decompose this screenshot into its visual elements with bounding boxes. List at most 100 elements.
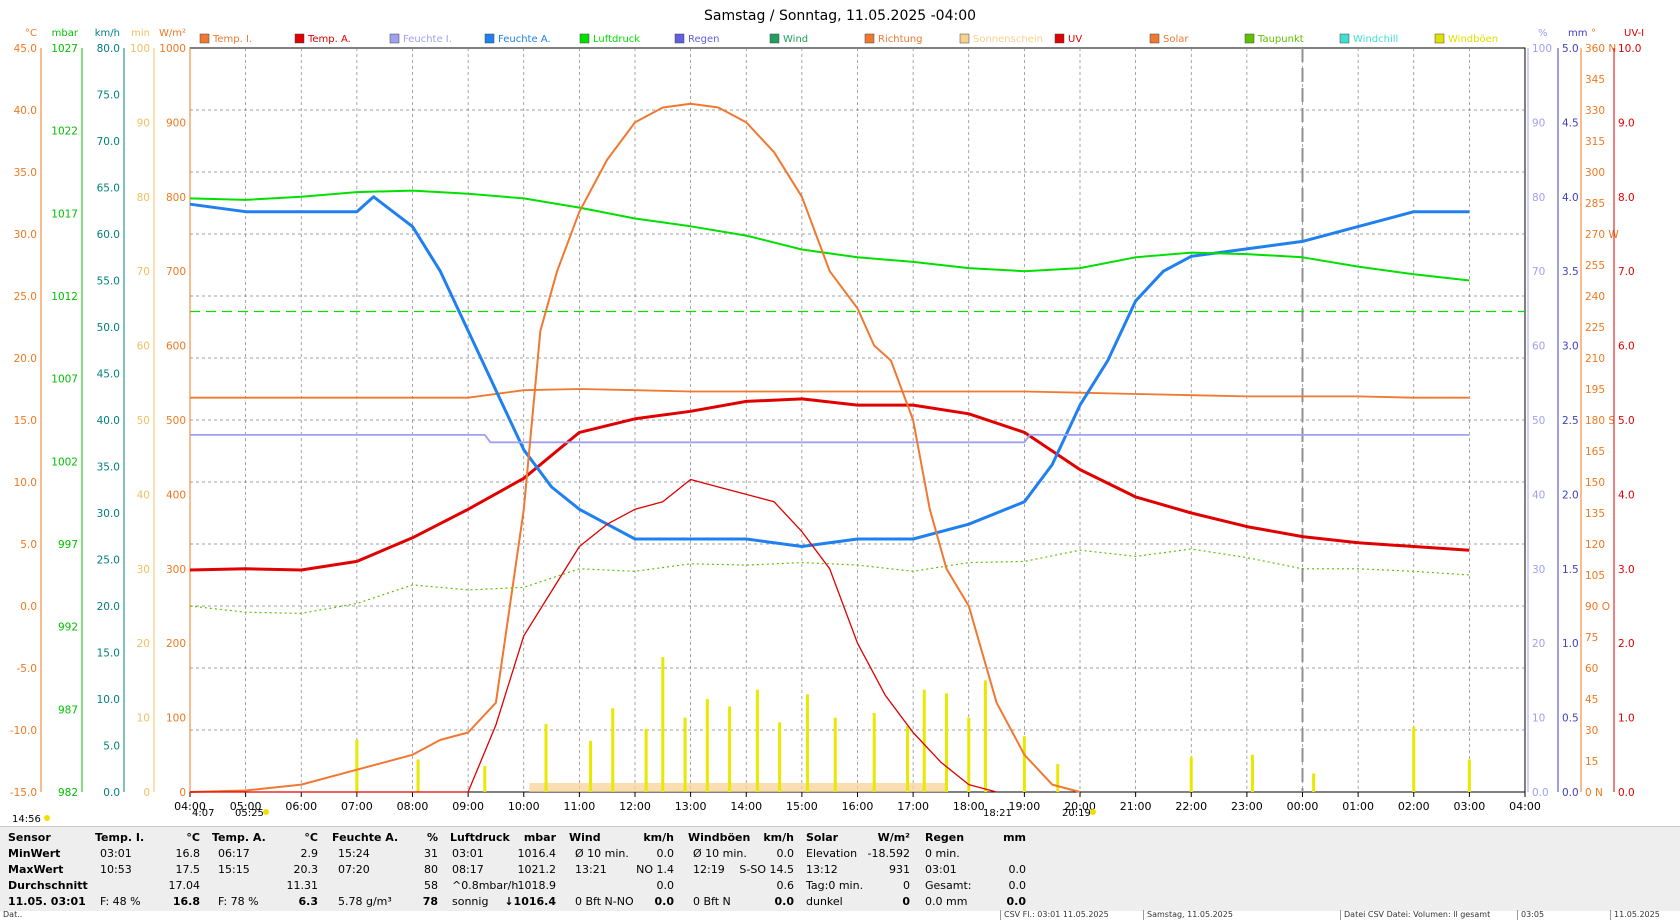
stat-cell: Gesamt: [925, 879, 972, 892]
axis-tick-label: 45.0 [97, 369, 120, 381]
stat-header: Feuchte A. [332, 831, 399, 844]
axis-unit: % [1538, 28, 1548, 39]
stat-cell: F: 78 % [218, 895, 259, 908]
stat-cell: S-SO 14.5 [739, 863, 794, 876]
series-layer [189, 102, 1471, 793]
x-tick-label: 20:00 [1064, 800, 1096, 813]
stat-cell: 10:53 [100, 863, 132, 876]
axis-tick-label: 315 [1585, 136, 1605, 148]
axis-tick-label: 70 [137, 266, 150, 278]
axis-tick-label: 5.0 [20, 539, 37, 551]
axis-tick-label: 10.0 [97, 694, 120, 706]
axis-tick-label: 3.5 [1562, 266, 1579, 278]
legend-label: Richtung [878, 34, 923, 45]
x-tick-label: 07:00 [341, 800, 373, 813]
axis-tick-label: 982 [58, 787, 78, 799]
stat-cell: ↓1016.4 [504, 895, 556, 908]
axis-tick-label: 1.0 [1618, 713, 1635, 725]
stat-cell: 0.0 [656, 879, 675, 892]
axis-tick-label: 210 [1585, 353, 1605, 365]
axis-tick-label: 100 [1532, 43, 1552, 55]
stat-cell: -18.592 [867, 847, 910, 860]
axis-tick-label: 80 [1532, 192, 1545, 204]
stat-cell: 20.3 [293, 863, 319, 876]
axis-tick-label: 50 [1532, 415, 1545, 427]
axis-tick-label: 60 [1532, 341, 1545, 353]
series-line [189, 189, 1470, 282]
stat-cell: dunkel [806, 895, 843, 908]
axis-tick-label: 60 [1585, 663, 1598, 675]
axis-tick-label: 30 [1532, 564, 1545, 576]
stat-cell: 07:20 [338, 863, 370, 876]
axis-tick-label: 40.0 [14, 105, 37, 117]
axis-tick-label: 40 [137, 489, 150, 501]
legend-label: Temp. A. [307, 34, 351, 45]
stat-header: Luftdruck [450, 831, 510, 844]
legend-swatch [294, 33, 305, 44]
axis-tick-label: 9.0 [1618, 117, 1635, 129]
stat-row-label: 11.05. 03:01 [8, 895, 86, 908]
stat-cell: 16.8 [172, 895, 200, 908]
axis-tick-label: 80.0 [97, 43, 120, 55]
axis-tick-label: 200 [166, 638, 186, 650]
axis-tick-label: 5.0 [1562, 43, 1579, 55]
axis-tick-label: 10.0 [14, 477, 37, 489]
series-line [190, 434, 1470, 444]
legend-label: Feuchte A. [498, 34, 551, 45]
stat-header: Sensor [8, 831, 51, 844]
stat-cell: 0.0 [1006, 895, 1027, 908]
legend-swatch [864, 33, 875, 44]
stat-cell: 0.0 [1008, 863, 1027, 876]
axis-tick-label: 90 [137, 117, 150, 129]
x-tick-label: 01:00 [1342, 800, 1374, 813]
legend-swatch [1339, 33, 1350, 44]
stat-cell: 0.6 [776, 879, 795, 892]
x-tick-label: 09:00 [452, 800, 484, 813]
stat-cell: 1016.4 [517, 847, 557, 860]
stat-cell: 31 [424, 847, 438, 860]
axis-tick-label: 15.0 [97, 648, 120, 660]
x-tick-label: 00:00 [1287, 800, 1319, 813]
sunset-label: 18:21 [983, 808, 1012, 819]
stat-cell: 6.3 [298, 895, 319, 908]
legend-label: Taupunkt [1257, 34, 1304, 45]
x-tick-label: 22:00 [1175, 800, 1207, 813]
axis-tick-label: 100 [166, 713, 186, 725]
axis-tick-label: 360 N [1585, 43, 1616, 55]
axis-tick-label: -10.0 [10, 725, 37, 737]
axis-tick-label: 900 [166, 117, 186, 129]
axis-tick-label: 150 [1585, 477, 1605, 489]
axis-tick-label: -15.0 [10, 787, 37, 799]
stat-cell: 58 [424, 879, 438, 892]
axis-tick-label: 285 [1585, 198, 1605, 210]
legend-label: UV [1068, 34, 1082, 45]
axis-tick-label: 135 [1585, 508, 1605, 520]
x-axis: 04:00 05:00 06:00 07:00 08:00 09:00 10:00 11:00… [174, 792, 1541, 813]
stat-cell: 0.0 [654, 895, 675, 908]
axis-tick-label: 75.0 [97, 90, 120, 102]
axis-tick-label: 992 [58, 622, 78, 634]
stat-cell: ^0.8mbar/h [452, 879, 519, 892]
stat-cell: 15:15 [218, 863, 250, 876]
series-line [189, 548, 1470, 614]
axis-tick-label: 0.0 [1562, 787, 1579, 799]
stat-cell: Ø 10 min. [693, 847, 747, 860]
stat-cell: 931 [889, 863, 910, 876]
series-line [189, 102, 1081, 793]
stat-row-label: MinWert [8, 847, 61, 860]
x-tick-label: 17:00 [897, 800, 929, 813]
legend-label: Temp. I. [212, 34, 252, 45]
axis-tick-label: 25.0 [14, 291, 37, 303]
stat-cell: 13:12 [806, 863, 838, 876]
stat-cell: 0.0 [656, 847, 675, 860]
stat-cell: 03:01 [100, 847, 132, 860]
axis-tick-label: 75 [1585, 632, 1598, 644]
axis-tick-label: 195 [1585, 384, 1605, 396]
statistics-panel: Sensor Temp. I. °C Temp. A. °C Feuchte A.% Luf… [0, 826, 1680, 911]
axis-tick-label: 1012 [51, 291, 78, 303]
axis-tick-label: 35.0 [14, 167, 37, 179]
legend-label: Sonnenschein [973, 34, 1043, 45]
axis-tick-label: 3.0 [1562, 341, 1579, 353]
axis-tick-label: 30.0 [97, 508, 120, 520]
x-tick-label: 10:00 [508, 800, 540, 813]
